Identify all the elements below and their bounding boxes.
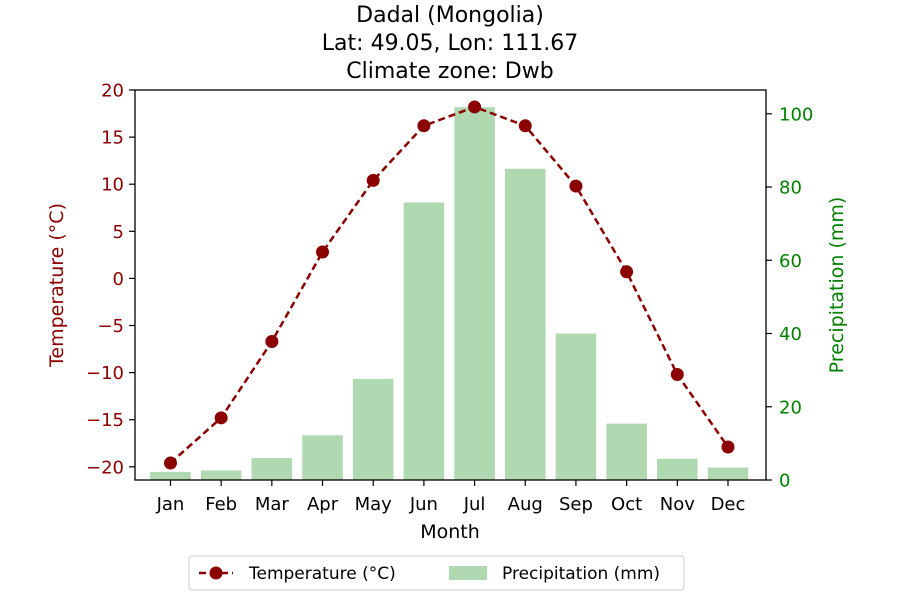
left-tick-label: 15 <box>101 128 124 149</box>
precipitation-bar-jul <box>454 107 495 480</box>
x-tick-label: Apr <box>307 494 339 515</box>
x-tick-label: Sep <box>559 494 593 515</box>
temperature-point-mar <box>265 335 279 349</box>
left-tick-label: 5 <box>113 222 124 243</box>
precipitation-bar-feb <box>200 470 242 480</box>
left-tick-label: −5 <box>97 316 124 337</box>
right-tick-label: 0 <box>779 471 790 492</box>
x-tick-label: May <box>355 494 393 515</box>
precipitation-bar-dec <box>707 467 749 480</box>
x-tick-label: Jul <box>463 494 486 515</box>
right-tick-label: 40 <box>779 324 802 345</box>
x-axis-label: Month <box>420 521 480 543</box>
right-tick-label: 20 <box>779 397 802 418</box>
left-tick-label: −10 <box>86 363 124 384</box>
temperature-point-sep <box>569 179 583 193</box>
temperature-point-jan <box>163 456 177 470</box>
temperature-point-aug <box>518 119 532 133</box>
precipitation-bar-aug <box>504 168 546 480</box>
left-tick-label: −20 <box>86 457 124 478</box>
x-tick-label: Nov <box>660 494 695 515</box>
right-tick-label: 60 <box>779 251 802 272</box>
chart-title-line-2: Lat: 49.05, Lon: 111.67 <box>322 31 578 56</box>
right-tick-label: 80 <box>779 178 802 199</box>
x-tick-label: Feb <box>205 494 237 515</box>
x-axis-ticks: Jan Feb Mar Apr May Jun Jul Aug Sep Oct Nov Dec <box>156 480 746 515</box>
temperature-point-dec <box>721 440 735 454</box>
temperature-point-feb <box>214 411 228 425</box>
left-axis-label: Temperature (°C) <box>46 203 68 368</box>
x-tick-label: Aug <box>508 494 543 515</box>
temperature-line-layer <box>163 100 735 470</box>
chart-title-line-3: Climate zone: Dwb <box>346 59 553 84</box>
precipitation-bar-sep <box>555 333 597 480</box>
chart-title-line-1: Dadal (Mongolia) <box>356 3 544 28</box>
precipitation-bars <box>150 107 749 480</box>
temperature-point-apr <box>316 245 330 259</box>
precipitation-bar-mar <box>251 458 293 480</box>
left-axis-ticks: −20 −15 −10 −5 0 5 10 15 20 <box>86 81 135 478</box>
temperature-point-jul <box>468 100 482 114</box>
plot-frame <box>134 89 767 481</box>
x-tick-label: Jan <box>156 494 185 515</box>
left-tick-label: 10 <box>101 175 124 196</box>
legend-box <box>188 555 685 591</box>
temperature-point-jun <box>417 119 431 133</box>
right-axis-ticks: 0 20 40 60 80 100 <box>766 104 813 492</box>
legend-temperature-label: Temperature (°C) <box>248 564 396 584</box>
precipitation-bar-jun <box>403 202 445 480</box>
legend-precipitation-swatch <box>449 566 487 580</box>
precipitation-bar-apr <box>302 435 343 480</box>
x-tick-label: Mar <box>255 494 290 515</box>
right-axis-label: Precipitation (mm) <box>826 197 848 374</box>
x-tick-label: Dec <box>711 494 746 515</box>
temperature-point-may <box>366 173 380 187</box>
legend: Temperature (°C) Precipitation (mm) <box>188 555 685 591</box>
right-tick-label: 100 <box>779 104 813 125</box>
left-tick-label: 20 <box>101 81 124 102</box>
temperature-line <box>169 105 730 464</box>
temperature-point-nov <box>670 367 684 381</box>
temperature-point-oct <box>620 265 634 279</box>
legend-temperature-dot-marker <box>209 566 223 580</box>
precipitation-bar-oct <box>606 423 647 480</box>
precipitation-bar-may <box>352 378 394 480</box>
left-tick-label: −15 <box>86 410 124 431</box>
precipitation-bar-jan <box>150 471 191 480</box>
legend-precipitation-label: Precipitation (mm) <box>502 564 660 584</box>
left-tick-label: 0 <box>113 269 124 290</box>
x-tick-label: Oct <box>611 494 642 515</box>
x-tick-label: Jun <box>409 494 438 515</box>
precipitation-bar-nov <box>657 458 698 480</box>
